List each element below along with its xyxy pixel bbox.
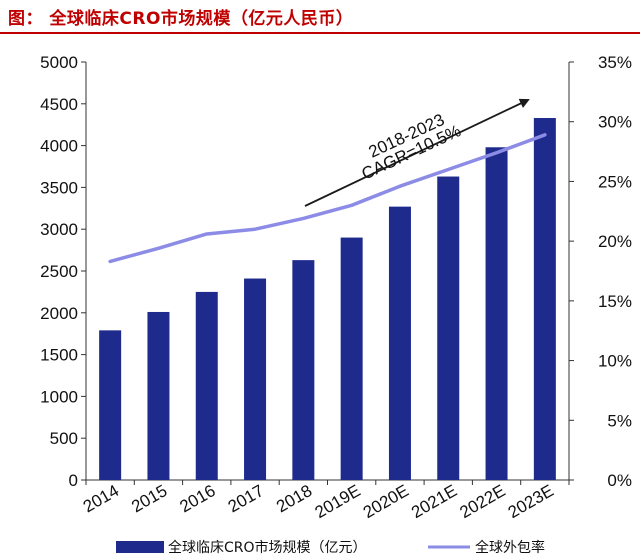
bar [99, 330, 122, 480]
x-tick-label: 2022E [456, 481, 508, 522]
left-tick-label: 4500 [40, 95, 78, 114]
bar [485, 147, 508, 480]
bar [147, 311, 170, 480]
left-tick-label: 3500 [40, 178, 78, 197]
cagr-arrow [304, 98, 530, 207]
left-tick-label: 2500 [40, 262, 78, 281]
outsourcing-rate-line [108, 133, 547, 264]
line-series [108, 133, 547, 264]
left-tick-label: 1000 [40, 387, 78, 406]
x-tick-label: 2015 [128, 481, 170, 516]
x-tick-label: 2017 [225, 481, 267, 516]
left-tick-label: 1500 [40, 346, 78, 365]
right-tick-label: 5% [607, 411, 632, 430]
bar [437, 176, 460, 481]
left-tick-label: 0 [69, 471, 78, 490]
right-tick-label: 35% [598, 53, 632, 72]
x-tick-label: 2019E [312, 481, 364, 522]
left-tick-label: 3000 [40, 220, 78, 239]
right-tick-label: 20% [598, 232, 632, 251]
x-tick-label: 2021E [408, 481, 460, 522]
bar [388, 206, 411, 481]
x-tick-label: 2018 [273, 481, 315, 516]
bar-series [99, 118, 556, 481]
chart-title: 图： 全球临床CRO市场规模（亿元人民币） [8, 9, 354, 29]
legend: 全球临床CRO市场规模（亿元） 全球外包率 [116, 539, 545, 556]
bar [195, 291, 218, 480]
right-tick-label: 25% [598, 172, 632, 191]
bar [292, 260, 315, 480]
bar [244, 278, 267, 480]
x-tick-label: 2020E [360, 481, 412, 522]
right-tick-label: 10% [598, 352, 632, 371]
legend-bar-label: 全球临床CRO市场规模（亿元） [168, 539, 367, 556]
x-tick-label: 2023E [505, 481, 557, 522]
left-tick-label: 4000 [40, 137, 78, 156]
x-tick-label: 2014 [80, 481, 122, 516]
bar [533, 118, 556, 481]
title-divider [0, 32, 640, 34]
left-tick-label: 2000 [40, 304, 78, 323]
bar [340, 237, 363, 480]
right-tick-label: 15% [598, 292, 632, 311]
left-tick-label: 500 [50, 429, 78, 448]
right-tick-label: 30% [598, 113, 632, 132]
left-tick-label: 5000 [40, 53, 78, 72]
x-tick-label: 2016 [176, 481, 218, 516]
right-tick-label: 0% [607, 471, 632, 490]
legend-bar-swatch [116, 541, 164, 553]
legend-line-label: 全球外包率 [475, 539, 545, 556]
